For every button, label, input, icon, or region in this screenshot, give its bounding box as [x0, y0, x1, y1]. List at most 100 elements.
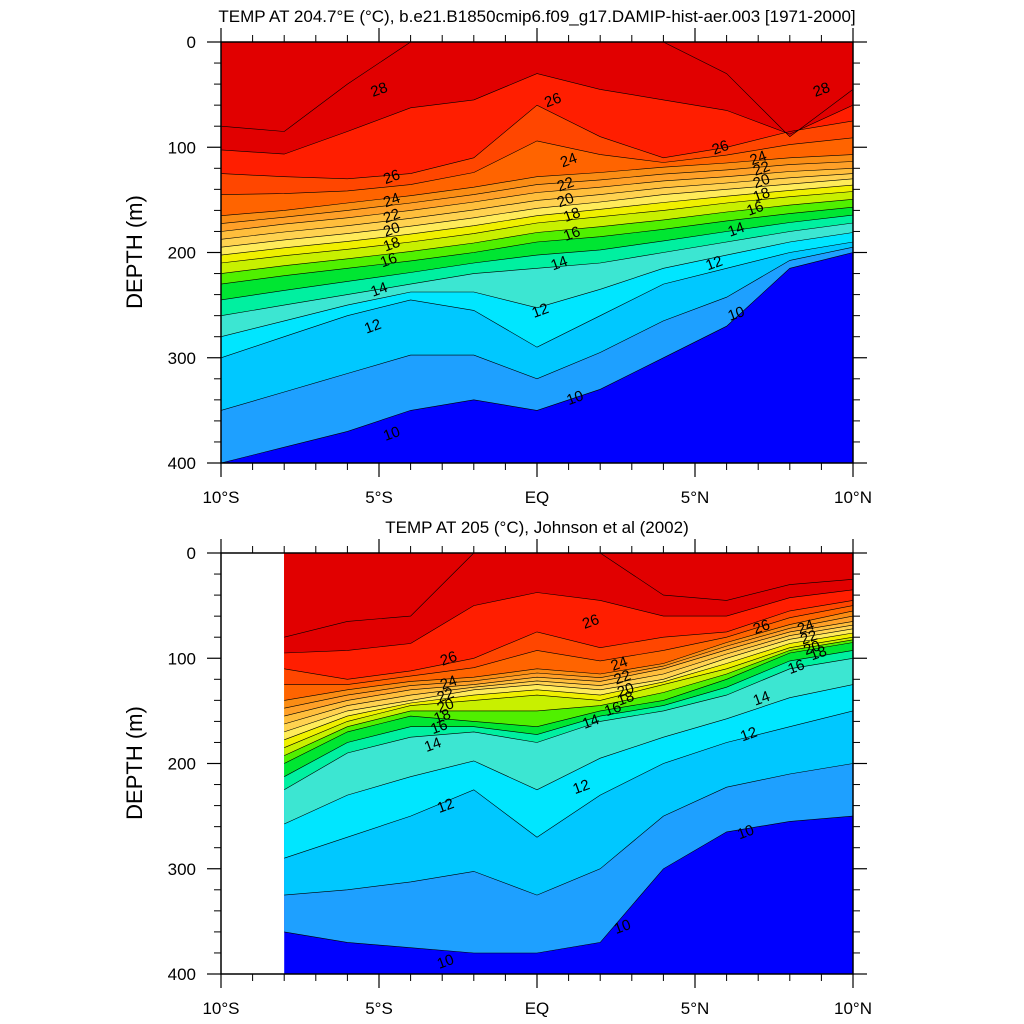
isotherm-line-16 [221, 206, 853, 285]
panel-model: TEMP AT 204.7°E (°C), b.e21.B1850cmip6.f… [122, 7, 872, 507]
contour-label-10: 10 [735, 822, 756, 844]
contour-label-16: 16 [744, 198, 765, 220]
isotherm-line-13 [221, 232, 853, 337]
contour-label-26: 26 [542, 90, 563, 112]
x-tick-label: EQ [525, 999, 550, 1018]
isotherm-line-27 [221, 73, 853, 155]
plot-area-observed [284, 553, 853, 974]
isotherm-line-20 [221, 178, 853, 248]
contour-label-22: 22 [798, 627, 819, 649]
temperature-band-27 [221, 42, 853, 155]
contour-label-20: 20 [751, 171, 772, 193]
contour-label-10: 10 [612, 916, 633, 938]
contour-label-20: 20 [801, 637, 822, 659]
contour-label-12: 12 [362, 316, 383, 338]
contour-label-12: 12 [703, 253, 724, 275]
isotherm-line-15 [221, 214, 853, 301]
contour-label-26: 26 [751, 616, 772, 638]
isotherm-line-20 [284, 628, 853, 733]
isotherm-line-12 [284, 710, 853, 859]
axes-model: 0 100 200 300 400 10°S 5°S EQ 5°N 10°N [168, 28, 872, 507]
isotherm-line-16 [284, 642, 853, 764]
isotherm-line-15 [284, 650, 853, 777]
temperature-fills-model [221, 42, 853, 463]
contour-label-26: 26 [381, 166, 402, 188]
contour-label-14: 14 [726, 219, 747, 241]
contour-label-22: 22 [555, 174, 576, 196]
contour-label-10: 10 [726, 303, 747, 325]
contour-label-14: 14 [751, 688, 772, 710]
contour-label-16: 16 [786, 656, 807, 678]
contour-label-18: 18 [615, 688, 636, 710]
y-tick-label: 0 [187, 33, 196, 52]
x-tick-label: 5°N [681, 488, 710, 507]
contour-label-12: 12 [435, 795, 456, 817]
y-tick-label: 0 [187, 544, 196, 563]
contour-label-26: 26 [580, 611, 601, 633]
isotherm-line-23 [284, 615, 853, 709]
x-tick-label: EQ [525, 488, 550, 507]
isotherm-line-12 [221, 241, 853, 359]
contour-label-12: 12 [530, 300, 551, 322]
contour-label-14: 14 [422, 734, 443, 756]
isotherm-line-25 [284, 605, 853, 685]
chart-title-model: TEMP AT 204.7°E (°C), b.e21.B1850cmip6.f… [218, 7, 855, 26]
isotherm-line-10 [284, 815, 853, 954]
contour-label-18: 18 [381, 234, 402, 256]
isotherm-line-14 [221, 222, 853, 316]
isotherm-line-11 [284, 763, 853, 896]
contour-label-20: 20 [381, 219, 402, 241]
contour-label-24: 24 [381, 190, 402, 212]
contour-label-10: 10 [381, 423, 402, 445]
isotherm-line-10 [221, 252, 853, 463]
contour-label-18: 18 [751, 184, 772, 206]
chart-title-observed: TEMP AT 205 (°C), Johnson et al (2002) [385, 518, 689, 537]
isotherm-lines-model [221, 42, 853, 463]
isotherm-line-21 [221, 173, 853, 240]
y-tick-label: 100 [168, 138, 196, 157]
contour-label-24: 24 [795, 616, 816, 638]
contour-label-12: 12 [571, 776, 592, 798]
contour-label-18: 18 [808, 643, 829, 665]
isotherm-line-24 [221, 154, 853, 216]
isotherm-line-27 [284, 589, 853, 654]
contour-label-28: 28 [811, 79, 832, 101]
contour-label-28: 28 [368, 79, 389, 101]
isotherm-line-22 [221, 168, 853, 232]
x-tick-label: 10°S [202, 999, 239, 1018]
x-tick-label: 5°N [681, 999, 710, 1018]
contour-label-26: 26 [438, 648, 459, 670]
contour-label-24: 24 [748, 147, 769, 169]
isotherm-line-18 [284, 636, 853, 748]
isotherm-line-28 [221, 42, 853, 138]
contour-label-20: 20 [555, 190, 576, 212]
x-tick-label: 10°N [834, 999, 872, 1018]
contour-label-10: 10 [435, 951, 456, 973]
isotherm-line-11 [221, 246, 853, 411]
contour-label-12: 12 [738, 724, 759, 746]
panel-observed: TEMP AT 205 (°C), Johnson et al (2002) 2… [122, 518, 872, 1018]
contour-label-10: 10 [564, 387, 585, 409]
y-tick-label: 100 [168, 649, 196, 668]
isotherm-line-26 [221, 104, 853, 180]
isotherm-line-17 [221, 199, 853, 274]
contour-label-18: 18 [561, 204, 582, 226]
isotherm-line-28 [284, 553, 853, 638]
x-tick-label: 10°N [834, 488, 872, 507]
plot-area-model [221, 42, 853, 463]
contour-label-24: 24 [609, 653, 630, 675]
contour-label-16: 16 [378, 250, 399, 272]
isotherm-line-17 [284, 639, 853, 756]
isotherm-line-14 [284, 658, 853, 791]
y-tick-label: 200 [168, 244, 196, 263]
contour-label-24: 24 [558, 150, 579, 172]
contour-label-14: 14 [368, 279, 389, 301]
isotherm-line-24 [284, 610, 853, 701]
y-tick-label: 400 [168, 965, 196, 984]
contour-label-16: 16 [428, 716, 449, 738]
contour-label-26: 26 [710, 137, 731, 159]
temperature-band-28 [221, 42, 853, 137]
